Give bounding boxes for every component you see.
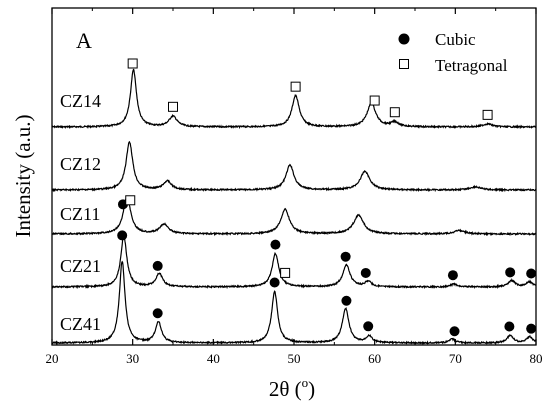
series-line-cz12 [51, 140, 537, 193]
tetragonal-marker [280, 267, 291, 278]
cubic-marker [340, 251, 351, 262]
series-label-cz21: CZ21 [60, 256, 101, 276]
series-label-cz41: CZ41 [60, 314, 101, 334]
cubic-marker [363, 321, 374, 332]
cubic-marker [526, 323, 537, 334]
cubic-marker [505, 267, 516, 278]
cubic-marker [152, 308, 163, 319]
legend-cubic-label: Cubic [435, 30, 476, 49]
panel-label: A [76, 28, 92, 53]
cubic-marker [526, 268, 537, 279]
tetragonal-marker [389, 107, 400, 118]
series-line-cz41 [51, 260, 537, 346]
x-tick-label: 70 [449, 351, 462, 366]
series-label-cz14: CZ14 [60, 91, 101, 111]
tetragonal-marker [369, 95, 380, 106]
tetragonal-marker [127, 58, 138, 69]
tetragonal-marker [482, 109, 493, 120]
x-axis-title: 2θ (o) [269, 375, 315, 401]
cubic-marker [117, 230, 128, 241]
cubic-marker [270, 239, 281, 250]
cubic-marker [360, 267, 371, 278]
x-tick-label: 80 [530, 351, 543, 366]
x-axis-title-superscript: o [302, 375, 309, 390]
series-line-cz21 [51, 235, 537, 290]
x-tick-label: 20 [46, 351, 59, 366]
series-label-cz11: CZ11 [60, 204, 100, 224]
legend-cubic-marker [398, 33, 410, 45]
cubic-marker [269, 277, 280, 288]
x-axis-title-close: ) [308, 377, 315, 401]
series-labels-layer: CZ14 CZ12 CZ11 CZ21 CZ41 [60, 91, 101, 334]
cubic-marker [504, 321, 515, 332]
axes-layer: 20 30 40 50 60 70 80 [46, 8, 543, 366]
x-tick-label: 50 [288, 351, 301, 366]
legend-tetragonal-marker [399, 59, 409, 69]
markers-layer [117, 58, 537, 337]
tetragonal-marker [125, 195, 136, 206]
series-line-cz14 [51, 68, 537, 130]
tetragonal-marker [290, 81, 301, 92]
cubic-marker [449, 326, 460, 337]
cubic-marker [341, 295, 352, 306]
y-axis-title: Intensity (a.u.) [11, 114, 35, 237]
series-label-cz12: CZ12 [60, 154, 101, 174]
x-tick-label: 30 [126, 351, 139, 366]
series-line-cz11 [51, 195, 537, 237]
cubic-marker [152, 260, 163, 271]
legend-tetragonal-label: Tetragonal [435, 56, 508, 75]
tetragonal-marker [168, 101, 178, 112]
cubic-marker [447, 270, 458, 281]
legend: Cubic Tetragonal [398, 30, 508, 75]
x-tick-label: 60 [368, 351, 381, 366]
x-axis-title-main: 2θ ( [269, 377, 302, 401]
x-tick-label: 40 [207, 351, 220, 366]
